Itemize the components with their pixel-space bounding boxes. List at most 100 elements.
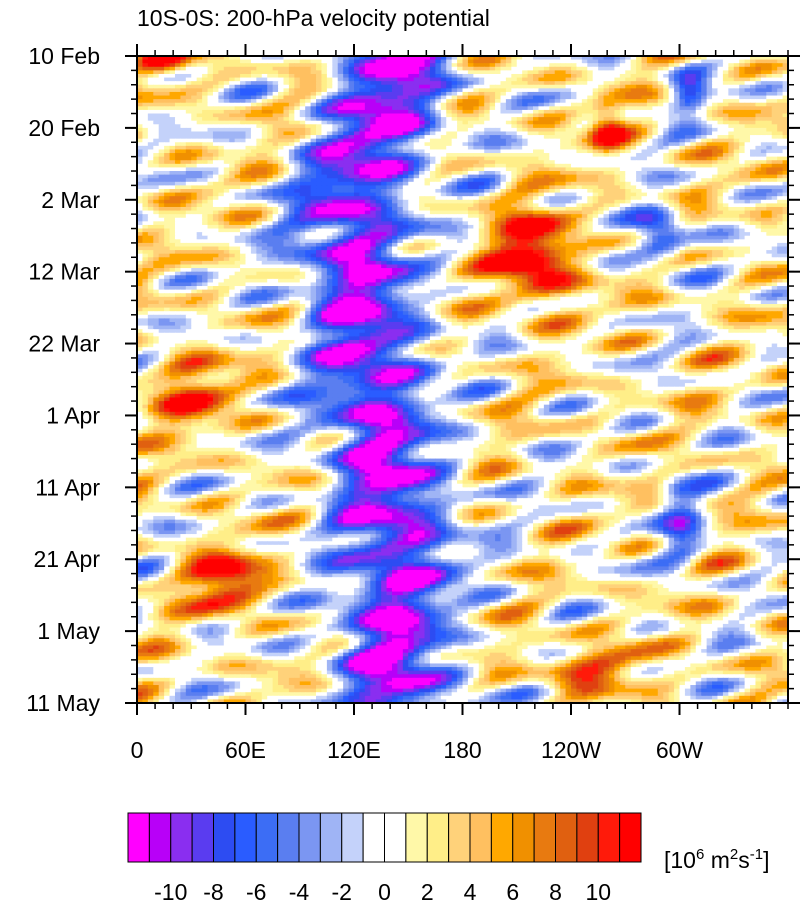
heatmap-cell [777, 95, 784, 100]
heatmap-cell [164, 135, 171, 140]
heatmap-cell [212, 138, 219, 143]
heatmap-cell [614, 167, 621, 172]
heatmap-cell [663, 84, 670, 89]
heatmap-cell [316, 149, 323, 154]
heatmap-cell [500, 102, 507, 107]
heatmap-cell [614, 117, 621, 122]
heatmap-cell [435, 91, 442, 97]
heatmap-cell [592, 59, 599, 64]
heatmap-cell [728, 70, 735, 75]
heatmap-cell [674, 70, 681, 75]
heatmap-cell [457, 160, 464, 165]
heatmap-cell [674, 66, 681, 71]
heatmap-cell [467, 113, 474, 118]
heatmap-cell [359, 163, 366, 169]
heatmap-cell [202, 113, 209, 118]
heatmap-cell [446, 156, 453, 161]
heatmap-cell [625, 181, 632, 186]
heatmap-cell [554, 77, 561, 82]
heatmap-cell [646, 56, 653, 61]
heatmap-cell [760, 178, 767, 183]
heatmap-cell [446, 127, 453, 133]
heatmap-cell [674, 185, 681, 190]
heatmap-cell [299, 196, 306, 201]
heatmap-cell [533, 163, 540, 169]
heatmap-cell [478, 196, 485, 201]
heatmap-cell [636, 171, 643, 176]
heatmap-cell [147, 66, 154, 71]
heatmap-cell [164, 124, 171, 129]
heatmap-cell [598, 167, 605, 172]
heatmap-cell [267, 135, 274, 140]
heatmap-cell [722, 70, 729, 75]
heatmap-cell [359, 73, 366, 79]
heatmap-cell [267, 153, 274, 158]
heatmap-cell [446, 167, 453, 172]
heatmap-cell [164, 167, 171, 172]
heatmap-cell [364, 109, 371, 115]
heatmap-cell [245, 153, 252, 158]
heatmap-cell [690, 59, 697, 64]
heatmap-cell [462, 81, 469, 86]
heatmap-cell [451, 178, 458, 183]
heatmap-cell [712, 124, 719, 129]
heatmap-cell [316, 120, 323, 125]
heatmap-cell [603, 77, 610, 82]
heatmap-cell [446, 88, 453, 93]
heatmap-cell [755, 77, 762, 82]
heatmap-cell [684, 106, 691, 111]
heatmap-cell [429, 145, 436, 151]
heatmap-cell [592, 56, 599, 61]
heatmap-cell [684, 77, 691, 82]
heatmap-cell [234, 66, 241, 71]
heatmap-cell [180, 192, 187, 197]
heatmap-cell [619, 66, 626, 71]
heatmap-cell [229, 59, 236, 64]
heatmap-cell [250, 131, 257, 136]
heatmap-cell [256, 185, 263, 190]
heatmap-cell [473, 149, 480, 154]
heatmap-cell [592, 73, 599, 79]
heatmap-cell [592, 149, 599, 154]
heatmap-cell [196, 199, 203, 204]
heatmap-cell [402, 138, 409, 143]
heatmap-cell [310, 109, 317, 115]
heatmap-cell [630, 153, 637, 158]
heatmap-cell [712, 188, 719, 194]
heatmap-cell [299, 203, 306, 208]
heatmap-cell [261, 99, 268, 104]
heatmap-cell [549, 149, 556, 154]
heatmap-cell [256, 145, 263, 151]
heatmap-cell [560, 95, 567, 100]
heatmap-cell [581, 160, 588, 165]
heatmap-cell [739, 149, 746, 154]
heatmap-cell [755, 81, 762, 86]
heatmap-cell [473, 156, 480, 161]
heatmap-cell [321, 99, 328, 104]
heatmap-cell [478, 91, 485, 97]
heatmap-cell [576, 84, 583, 89]
heatmap-cell [359, 120, 366, 125]
heatmap-cell [142, 149, 149, 154]
heatmap-cell [294, 145, 301, 151]
heatmap-cell [576, 167, 583, 172]
heatmap-cell [354, 181, 361, 186]
heatmap-cell [337, 142, 344, 147]
heatmap-cell [782, 63, 789, 68]
heatmap-cell [457, 178, 464, 183]
heatmap-cell [256, 113, 263, 118]
heatmap-cell [240, 163, 247, 169]
heatmap-cell [457, 167, 464, 172]
heatmap-cell [516, 66, 523, 71]
heatmap-cell [636, 131, 643, 136]
heatmap-cell [229, 77, 236, 82]
heatmap-cell [598, 117, 605, 122]
heatmap-cell [760, 84, 767, 89]
heatmap-cell [614, 59, 621, 64]
heatmap-cell [722, 59, 729, 64]
heatmap-cell [722, 113, 729, 118]
heatmap-cell [402, 124, 409, 129]
heatmap-cell [679, 113, 686, 118]
heatmap-cell [435, 124, 442, 129]
heatmap-cell [511, 178, 518, 183]
